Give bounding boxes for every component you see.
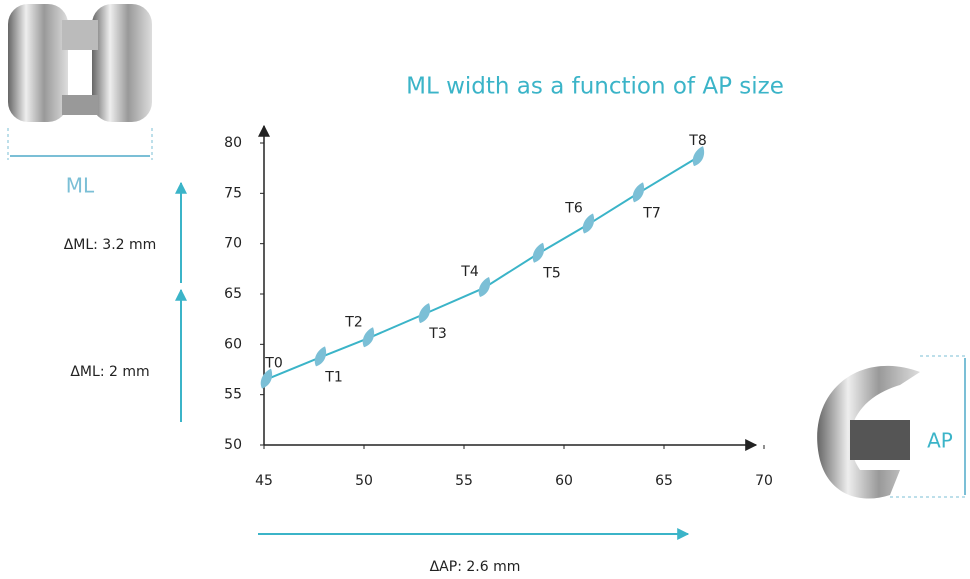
point-marker xyxy=(362,327,375,348)
y-tick-label: 65 xyxy=(224,286,242,302)
y-tick-label: 60 xyxy=(224,336,242,352)
point-label: T7 xyxy=(642,205,660,221)
y-tick-label: 75 xyxy=(224,185,242,201)
x-tick-label: 65 xyxy=(655,473,673,489)
point-label: T1 xyxy=(324,369,342,385)
point-marker xyxy=(418,303,431,324)
annotation: ΔML: 3.2 mm xyxy=(64,237,157,253)
point-label: T0 xyxy=(264,356,282,372)
y-tick-label: 55 xyxy=(224,387,242,403)
point-marker xyxy=(632,182,645,203)
annotation: AP xyxy=(927,429,953,453)
point-marker xyxy=(532,242,545,263)
annotation: ΔML: 2 mm xyxy=(70,364,149,380)
point-label: T6 xyxy=(564,201,583,217)
implant-front-image xyxy=(8,4,152,122)
implant-side-image xyxy=(817,365,920,499)
x-tick-label: 60 xyxy=(555,473,573,489)
annotation: ΔAP: 2.6 mm xyxy=(430,559,521,575)
data-line xyxy=(265,156,699,381)
point-label: T8 xyxy=(688,133,706,149)
point-label: T5 xyxy=(542,266,560,282)
annotation: ML xyxy=(66,174,95,198)
y-tick-label: 50 xyxy=(224,437,242,453)
point-marker xyxy=(314,346,327,367)
y-tick-label: 70 xyxy=(224,236,242,252)
x-tick-label: 45 xyxy=(255,473,273,489)
point-label: T2 xyxy=(344,314,362,330)
x-tick-label: 55 xyxy=(455,473,473,489)
point-marker xyxy=(260,368,273,389)
point-marker xyxy=(478,276,491,297)
chart-title: ML width as a function of AP size xyxy=(406,74,784,100)
x-tick-label: 50 xyxy=(355,473,373,489)
point-marker xyxy=(692,146,705,167)
point-marker xyxy=(582,213,595,234)
y-tick-label: 80 xyxy=(224,135,242,151)
point-label: T3 xyxy=(428,326,446,342)
x-tick-label: 70 xyxy=(755,473,773,489)
point-label: T4 xyxy=(460,264,479,280)
